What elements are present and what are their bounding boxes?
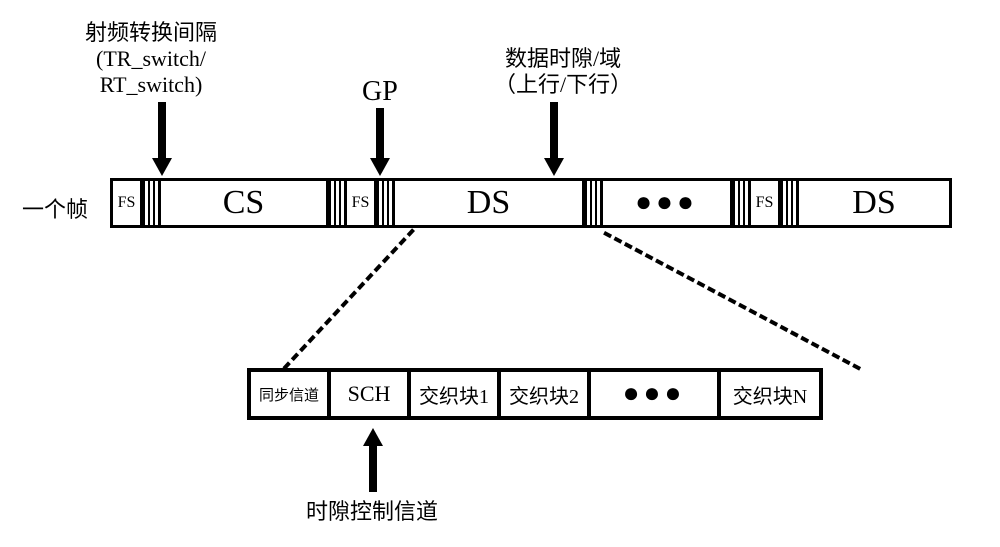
arrow-data-slot-shaft <box>550 102 558 158</box>
cell-interleave-1: 交织块1 <box>411 372 501 416</box>
cell-hatch-2 <box>329 181 347 225</box>
cell-hatch-6 <box>781 181 799 225</box>
label-data-slot: 数据时隙/域 （上行/下行） <box>494 46 632 98</box>
cell-fs-1: FS <box>113 181 143 225</box>
cell-hatch-1 <box>143 181 161 225</box>
arrow-rf-switch-shaft <box>158 102 166 158</box>
cell-fs-3: FS <box>751 181 781 225</box>
diagram-canvas: 射频转换间隔 (TR_switch/ RT_switch) GP 数据时隙/域 … <box>0 0 1000 547</box>
cell-cs: CS <box>161 181 329 225</box>
arrow-gp-shaft <box>376 108 384 158</box>
arrow-gp-head <box>370 158 390 176</box>
slot-bar: 同步信道 SCH 交织块1 交织块2 ●●● 交织块N <box>247 368 823 420</box>
dashed-right <box>603 231 861 371</box>
cell-hatch-4 <box>585 181 603 225</box>
label-rf-switch: 射频转换间隔 (TR_switch/ RT_switch) <box>85 20 217 98</box>
label-frame: 一个帧 <box>22 192 88 224</box>
arrow-sch-shaft <box>369 446 377 492</box>
label-gp: GP <box>362 76 398 108</box>
cell-fs-2: FS <box>347 181 377 225</box>
cell-dots-slot: ●●● <box>591 372 721 416</box>
arrow-sch-head <box>363 428 383 446</box>
cell-hatch-3 <box>377 181 395 225</box>
dashed-left <box>282 228 415 370</box>
cell-interleave-2: 交织块2 <box>501 372 591 416</box>
arrow-data-slot-head <box>544 158 564 176</box>
frame-bar: FS CS FS DS ●●● FS DS <box>110 178 952 228</box>
cell-hatch-5 <box>733 181 751 225</box>
cell-sch: SCH <box>331 372 411 416</box>
label-sch: 时隙控制信道 <box>306 494 438 526</box>
cell-ds-1: DS <box>395 181 585 225</box>
cell-sync: 同步信道 <box>251 372 331 416</box>
cell-ds-2: DS <box>799 181 949 225</box>
cell-dots-frame: ●●● <box>603 181 733 225</box>
arrow-rf-switch-head <box>152 158 172 176</box>
cell-interleave-n: 交织块N <box>721 372 819 416</box>
